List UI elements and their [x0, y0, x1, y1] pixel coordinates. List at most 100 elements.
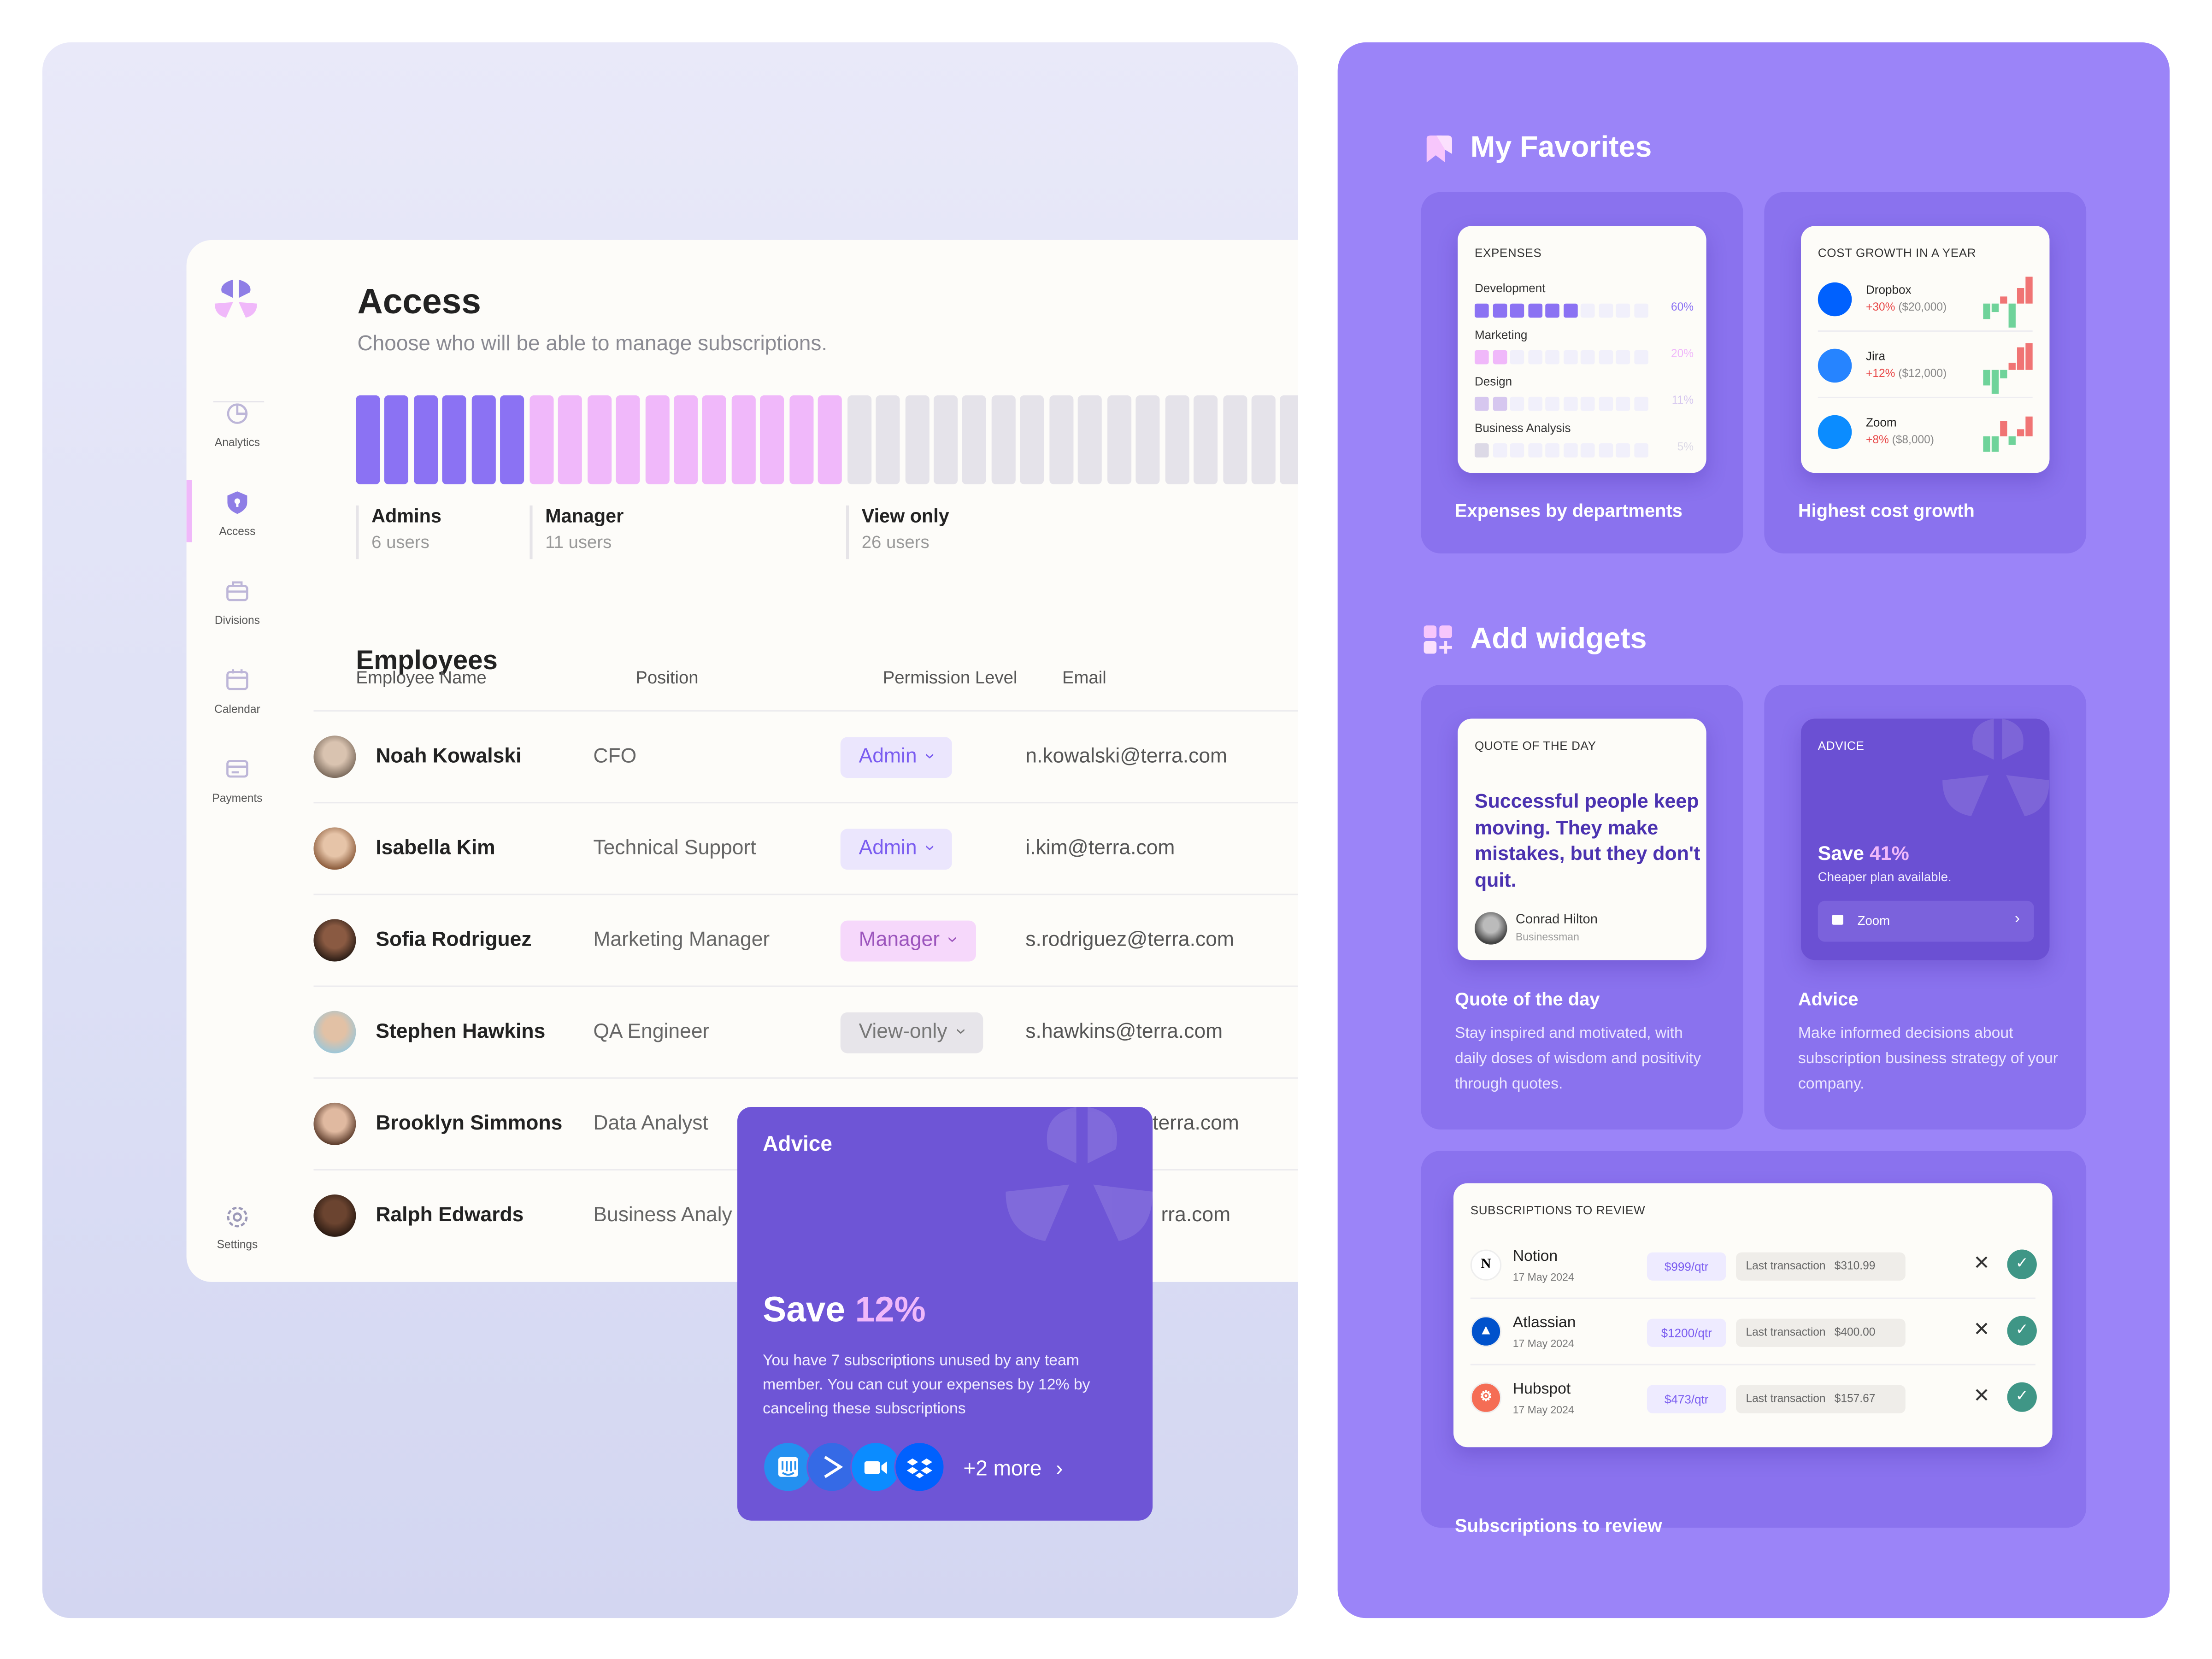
zoom-plan-button[interactable]: Zoom › — [1818, 900, 2034, 942]
dropbox-icon[interactable] — [894, 1441, 945, 1493]
employee-email[interactable]: i.kim@terra.com — [1025, 837, 1175, 860]
sidebar-item-divisions[interactable]: Divisions — [187, 577, 288, 627]
trend-bar — [2025, 342, 2032, 370]
activecampaign-icon[interactable] — [806, 1441, 858, 1493]
table-row[interactable]: Sofia Rodriguez Marketing Manager Manager ›… — [313, 894, 1298, 985]
expense-segment — [1598, 350, 1612, 365]
cost-growth-widget[interactable]: COST GROWTH IN A YEAR Dropbox +30% ($20,0… — [1764, 192, 2087, 554]
reject-button[interactable]: ✕ — [1973, 1383, 1990, 1406]
permission-dropdown[interactable]: Admin › — [840, 829, 953, 870]
expense-bar — [1474, 393, 1694, 411]
expenses-widget[interactable]: EXPENSES Development 60% Marketing 20% Desig… — [1421, 192, 1743, 554]
notion-icon: N — [1470, 1249, 1502, 1281]
add-widgets-heading: Add widgets — [1470, 623, 1647, 655]
app-name: Jira — [1865, 348, 1885, 363]
table-row[interactable]: Stephen Hawkins QA Engineer View-only › s.ha… — [313, 985, 1298, 1077]
employee-email[interactable]: s.hawkins@terra.com — [1025, 1021, 1223, 1044]
employee-email[interactable]: n.kowalski@terra.com — [1025, 745, 1228, 768]
last-transaction: Last transaction $400.00 — [1736, 1318, 1906, 1347]
sidebar-settings[interactable]: Settings — [187, 1204, 288, 1251]
intercom-icon[interactable] — [763, 1441, 814, 1493]
chevron-down-icon: › — [951, 1028, 972, 1035]
gear-icon — [227, 1206, 248, 1228]
permission-bar-view-only — [1135, 395, 1160, 484]
expense-segment — [1527, 396, 1542, 411]
avatar — [313, 1102, 356, 1145]
expense-percent: 20% — [1671, 347, 1694, 360]
trend-bar — [1991, 303, 1998, 312]
sidebar-item-analytics[interactable]: Analytics — [187, 400, 288, 449]
permission-dropdown[interactable]: Manager › — [840, 920, 976, 962]
permission-bar-manager — [673, 395, 698, 484]
dropbox-icon — [1818, 282, 1852, 317]
employee-email[interactable]: rra.com — [1161, 1204, 1231, 1227]
employee-name: Noah Kowalski — [376, 745, 522, 768]
atlassian-icon: ▲ — [1470, 1316, 1502, 1347]
trend-bar — [2017, 288, 2024, 304]
employee-name: Ralph Edwards — [376, 1204, 524, 1227]
approve-button[interactable]: ✓ — [2007, 1249, 2037, 1279]
change-percent: +30% — [1865, 300, 1895, 314]
permission-bar-manager — [645, 395, 669, 484]
expense-segment — [1580, 396, 1595, 411]
table-row[interactable]: Isabella Kim Technical Support Admin › i.kim… — [313, 802, 1298, 894]
approve-button[interactable]: ✓ — [2007, 1382, 2037, 1412]
table-row[interactable]: Noah Kowalski CFO Admin › n.kowalski@terra.c… — [313, 710, 1298, 802]
expense-segment — [1545, 350, 1559, 365]
employee-email[interactable]: s.rodriguez@terra.com — [1025, 929, 1234, 952]
permission-group-admins: Admins 6 users — [356, 505, 441, 559]
trend-bar — [1983, 303, 1990, 319]
last-label: Last transaction — [1746, 1259, 1826, 1272]
zoom-icon[interactable] — [850, 1441, 901, 1493]
reject-button[interactable]: ✕ — [1973, 1317, 1990, 1340]
employee-email[interactable]: terra.com — [1153, 1112, 1239, 1135]
app-change: +8% ($8,000) — [1866, 434, 1934, 447]
app-change: +12% ($12,000) — [1866, 367, 1947, 380]
subscriptions-widget[interactable]: SUBSCRIPTIONS TO REVIEW N Notion 17 May 20… — [1421, 1150, 2087, 1536]
employee-position: Marketing Manager — [593, 929, 770, 952]
avatar — [313, 1011, 356, 1053]
employee-position: Technical Support — [593, 837, 756, 860]
app-icons[interactable] — [763, 1441, 1130, 1495]
expense-segment — [1616, 396, 1630, 411]
quote-widget[interactable]: QUOTE OF THE DAY Successful people keep … — [1421, 684, 1743, 1130]
expense-row: Development 60% — [1474, 281, 1694, 318]
page-title: Access — [357, 282, 481, 322]
permission-dropdown[interactable]: View-only › — [840, 1012, 983, 1053]
expense-bar — [1474, 346, 1694, 365]
column-header: Employee Name — [356, 668, 487, 688]
more-apps-link[interactable]: +2 more › — [963, 1457, 1063, 1481]
sub-name: Notion — [1512, 1248, 1558, 1265]
chevron-down-icon: › — [943, 936, 965, 943]
permission-dropdown[interactable]: Admin › — [840, 737, 953, 778]
permission-group-manager: Manager 11 users — [529, 505, 624, 559]
advice-text: You have 7 subscriptions unused by any t… — [763, 1353, 1090, 1418]
permission-bar-view-only — [1020, 395, 1045, 484]
employee-name: Brooklyn Simmons — [376, 1112, 563, 1135]
advice-widget[interactable]: ADVICE Save 41% Cheaper plan available. … — [1764, 684, 2087, 1130]
expense-segment — [1510, 350, 1524, 365]
employee-name: Stephen Hawkins — [376, 1021, 546, 1044]
sidebar-item-access[interactable]: Access — [187, 488, 288, 538]
approve-button[interactable]: ✓ — [2007, 1316, 2037, 1346]
permission-bar-view-only — [905, 395, 929, 484]
sidebar-item-calendar[interactable]: Calendar — [187, 666, 288, 716]
permission-bar-view-only — [1251, 395, 1276, 484]
permission-bar-view-only — [1222, 395, 1247, 484]
expense-segment — [1633, 350, 1648, 365]
change-percent: +8% — [1865, 433, 1889, 447]
chevron-right-icon: › — [2014, 911, 2020, 928]
table-row[interactable]: Brooklyn Simmons Data Analyst terra.com — [313, 1077, 1298, 1169]
expense-segment — [1510, 396, 1524, 411]
employee-position: Data Analyst — [593, 1112, 708, 1135]
expense-segment — [1563, 350, 1577, 365]
reject-button[interactable]: ✕ — [1973, 1251, 1990, 1274]
expense-segment — [1598, 443, 1612, 458]
access-screen-panel: Analytics Access Divisions Calendar Payments… — [42, 42, 1298, 1618]
employees-heading: Employees — [356, 647, 498, 677]
briefcase-icon — [187, 577, 288, 606]
group-count: 26 users — [861, 532, 930, 552]
save-label: Save — [1818, 841, 1865, 865]
expense-segment — [1633, 303, 1648, 318]
sidebar-item-payments[interactable]: Payments — [187, 755, 288, 805]
